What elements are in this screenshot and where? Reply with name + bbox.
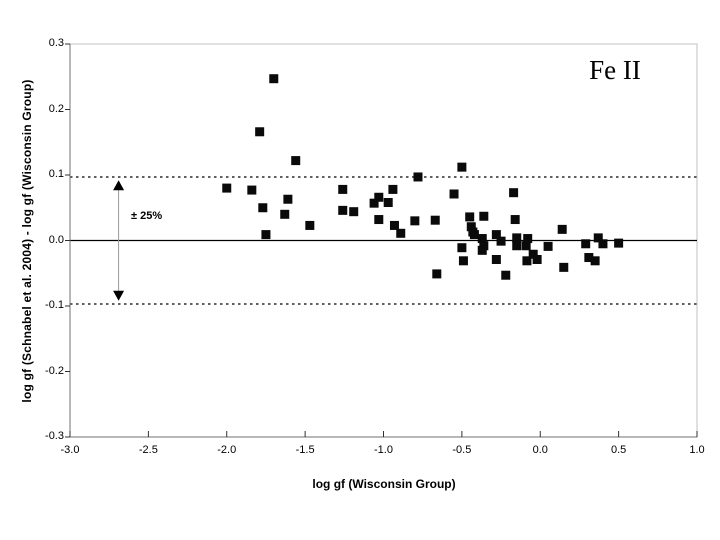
data-point bbox=[430, 215, 440, 225]
data-point bbox=[369, 198, 379, 208]
y-tick-label: 0.2 bbox=[48, 102, 64, 115]
data-point bbox=[458, 256, 468, 266]
data-point bbox=[469, 230, 479, 240]
data-point bbox=[479, 241, 489, 251]
x-tick-label: -3.0 bbox=[60, 444, 80, 456]
x-tick-label: 0.0 bbox=[532, 444, 548, 456]
data-point bbox=[457, 162, 467, 172]
data-point bbox=[584, 253, 594, 263]
data-point bbox=[389, 220, 399, 230]
data-point bbox=[491, 254, 501, 264]
data-point bbox=[457, 243, 467, 253]
data-point bbox=[590, 256, 600, 266]
data-point bbox=[247, 185, 257, 195]
x-tick-label: -0.5 bbox=[452, 444, 472, 456]
x-axis-title: log gf (Wisconsin Group) bbox=[312, 477, 456, 491]
data-point bbox=[477, 234, 487, 244]
data-point bbox=[557, 224, 567, 234]
data-point bbox=[532, 254, 542, 264]
arrow-up-head bbox=[113, 180, 125, 191]
data-point bbox=[543, 241, 553, 251]
pct-annotation: ± 25% bbox=[131, 210, 163, 222]
data-point bbox=[283, 194, 293, 204]
data-point bbox=[410, 216, 420, 226]
data-point bbox=[269, 74, 279, 84]
x-tick-label: 0.5 bbox=[610, 444, 627, 456]
data-point bbox=[388, 184, 398, 194]
data-point bbox=[338, 205, 348, 215]
data-point bbox=[581, 239, 591, 249]
series-label: Fe II bbox=[589, 55, 641, 85]
data-point bbox=[512, 233, 522, 243]
data-point bbox=[521, 241, 531, 251]
data-point bbox=[291, 156, 301, 166]
x-tick-label: 1.0 bbox=[689, 444, 705, 456]
data-point bbox=[522, 256, 532, 266]
data-point bbox=[477, 245, 487, 255]
data-point bbox=[512, 241, 522, 251]
data-point bbox=[598, 239, 608, 249]
data-point bbox=[509, 188, 519, 198]
data-point bbox=[501, 270, 511, 280]
x-tick-label: -2.5 bbox=[138, 444, 158, 456]
data-point bbox=[559, 262, 569, 272]
data-point bbox=[528, 249, 538, 259]
data-point bbox=[258, 203, 268, 213]
data-point bbox=[523, 234, 533, 244]
arrow-down-head bbox=[113, 290, 125, 301]
data-point bbox=[432, 269, 442, 279]
data-point bbox=[614, 238, 624, 248]
data-point bbox=[491, 230, 501, 240]
x-tick-label: -2.0 bbox=[217, 444, 237, 456]
data-point bbox=[593, 233, 603, 243]
data-point bbox=[479, 211, 489, 221]
x-tick-label: -1.0 bbox=[374, 444, 393, 456]
data-point bbox=[374, 192, 384, 202]
y-tick-label: -0.2 bbox=[45, 364, 64, 377]
data-point bbox=[280, 209, 290, 219]
data-point bbox=[349, 207, 359, 217]
y-tick-label: 0.3 bbox=[48, 37, 64, 49]
data-point bbox=[413, 172, 423, 182]
data-point bbox=[338, 184, 348, 194]
data-point bbox=[374, 215, 384, 225]
y-tick-label: 0.0 bbox=[48, 233, 64, 246]
data-point bbox=[396, 228, 406, 238]
y-tick-label: -0.3 bbox=[45, 430, 64, 442]
data-point bbox=[496, 236, 506, 246]
data-point bbox=[383, 198, 393, 208]
data-point bbox=[261, 230, 271, 240]
data-point bbox=[449, 189, 459, 199]
data-point bbox=[510, 215, 520, 225]
x-tick-label: -1.5 bbox=[295, 444, 315, 456]
y-tick-label: 0.1 bbox=[48, 168, 64, 180]
data-point bbox=[305, 220, 315, 230]
data-point bbox=[465, 212, 475, 222]
data-point bbox=[222, 183, 232, 193]
data-point bbox=[466, 222, 476, 232]
data-point bbox=[255, 127, 265, 137]
y-tick-label: -0.1 bbox=[45, 299, 64, 311]
